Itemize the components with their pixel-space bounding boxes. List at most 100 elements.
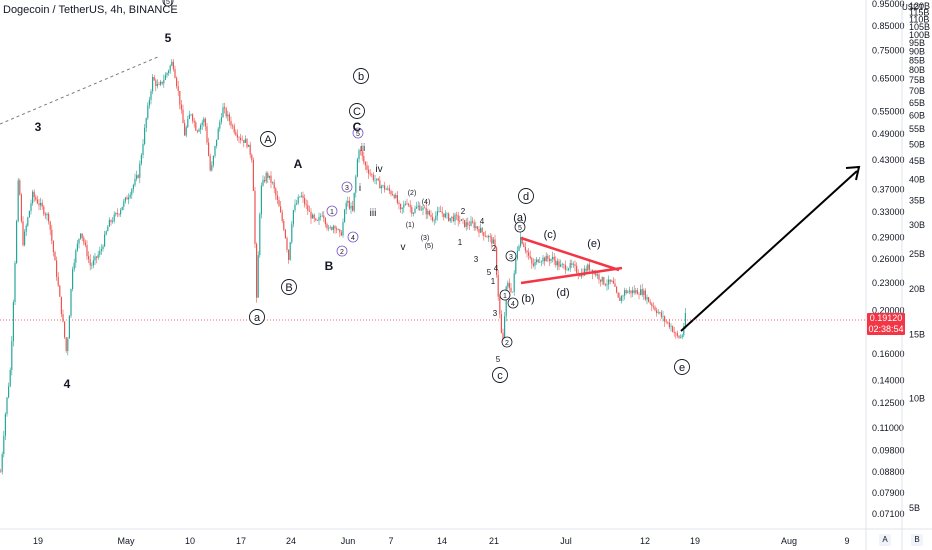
price-tick-label: 0.43000 [872, 155, 905, 165]
candle-body [627, 291, 629, 293]
candle-body [555, 260, 557, 266]
price-tick-label: 0.49000 [872, 129, 905, 139]
candle-body [17, 180, 19, 222]
candle-body [651, 303, 653, 307]
candle-body [611, 280, 613, 282]
candle-body [270, 175, 272, 183]
auto-scale-button[interactable]: A [879, 534, 891, 546]
settings-b-button[interactable]: B [911, 534, 923, 546]
candle-body [648, 297, 650, 303]
candle-body [638, 294, 640, 295]
candle-body [400, 204, 402, 210]
candle-body [417, 205, 419, 208]
wave-label: 2 [492, 244, 497, 253]
candle-body [129, 194, 131, 198]
candle-body [80, 233, 82, 239]
candle-body [97, 254, 99, 258]
candle-body [649, 302, 651, 304]
wave-label: 4 [64, 377, 71, 391]
mcap-tick-label: 25B [909, 249, 925, 259]
candle-body [203, 118, 205, 123]
candle-body [105, 231, 107, 235]
wave-label-small-circle [507, 297, 519, 309]
candle-body [681, 335, 683, 338]
candle-body [499, 296, 501, 315]
candle-body [510, 287, 512, 292]
candle-body [283, 221, 285, 230]
price-tick-label: 0.12500 [872, 398, 905, 408]
candle-body [164, 75, 166, 80]
mcap-tick-label: 95B [909, 38, 925, 48]
candle-body [422, 207, 424, 210]
price-axis[interactable]: 0.07100 0.07900 0.08800 0.09800 0.11000 0.125… [872, 0, 905, 519]
candle-body [632, 290, 634, 294]
candle-body [523, 243, 525, 247]
candle-body [644, 290, 646, 300]
candle-body [155, 80, 157, 87]
candle-body [198, 129, 200, 132]
candle-body [123, 201, 125, 207]
candle-body [315, 218, 317, 221]
candle-body [179, 90, 181, 105]
candle-body [180, 104, 182, 110]
candle-body [624, 290, 626, 296]
candle-body [211, 164, 213, 171]
candle-body [520, 237, 522, 247]
candle-body [532, 263, 534, 266]
wave-label-small-circle [326, 205, 338, 217]
candle-body [585, 268, 587, 271]
wave-label-small-circle [347, 231, 359, 243]
candle-body [364, 162, 366, 166]
candle-body [33, 191, 35, 198]
candle-body [432, 216, 434, 221]
candle-body [553, 256, 555, 261]
mcap-tick-label: 85B [909, 55, 925, 65]
candle-body [187, 118, 189, 128]
wave-label: (a) [513, 212, 526, 224]
candle-body [302, 195, 304, 198]
candle-body [609, 279, 611, 282]
time-axis[interactable]: 19 May 10 17 24 Jun 7 14 21 Jul 12 19 Aug 9 [33, 536, 850, 546]
candle-body [299, 196, 301, 198]
candle-body [384, 185, 386, 190]
wave-label: 3 [345, 185, 349, 192]
wave-label-small-circle [499, 289, 511, 301]
candle-body [614, 283, 616, 287]
candle-body [110, 220, 112, 223]
wave-label: 3 [35, 120, 42, 134]
candle-body [462, 219, 464, 220]
candle-body [492, 239, 494, 244]
candle-body [550, 258, 552, 261]
candle-body [574, 264, 576, 266]
candle-body [272, 182, 274, 183]
candle-body [254, 190, 256, 244]
time-tick-label: 9 [844, 536, 849, 546]
candle-body [452, 216, 454, 222]
candle-body [518, 246, 520, 251]
candle-body [667, 321, 669, 323]
candle-body [684, 313, 686, 327]
candle-body [321, 215, 323, 217]
candle-body [94, 256, 96, 261]
candle-body [324, 218, 326, 225]
wave-label: (2) [408, 190, 417, 197]
candle-body [556, 261, 558, 266]
mcap-tick-label: 40B [909, 175, 925, 185]
candle-body [224, 107, 226, 109]
candle-body [200, 125, 202, 130]
candle-body [163, 79, 165, 84]
candle-body [150, 91, 152, 100]
price-tick-label: 0.26000 [872, 254, 905, 264]
candle-body [548, 258, 550, 261]
candle-body [454, 214, 456, 222]
candle-body [411, 207, 413, 214]
candle-body [478, 229, 480, 233]
candle-body [89, 259, 91, 266]
candle-body [24, 231, 26, 246]
candle-body [560, 264, 562, 267]
wave-label: (c) [544, 229, 557, 241]
candle-body [9, 370, 11, 387]
candle-body [512, 291, 514, 293]
candle-body [572, 264, 574, 265]
